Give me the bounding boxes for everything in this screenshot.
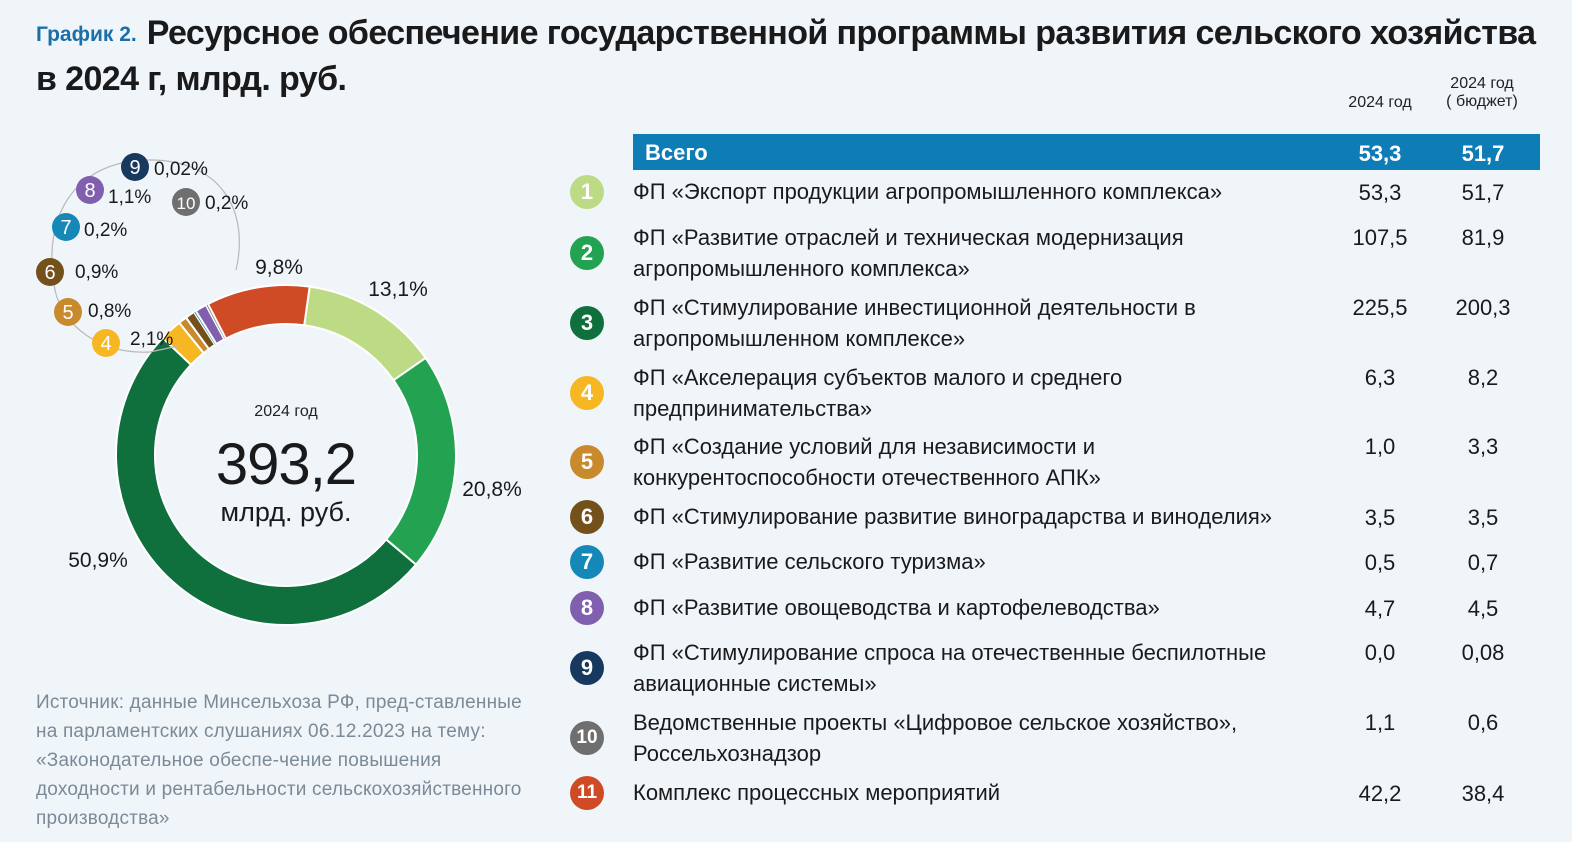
slice-number-text: 10 bbox=[177, 194, 196, 213]
row-budget-value: 3,5 bbox=[1467, 505, 1499, 530]
chart-title-text: Ресурсное обеспечение государственной пр… bbox=[36, 14, 1536, 98]
donut-slice-3 bbox=[115, 336, 418, 626]
donut-chart: 13,1% 20,8% 50,9% 9,8% 9 0,02% 8 1,1% 10 0,2% 7 0,2… bbox=[36, 153, 522, 626]
table-row: 2 ФП «Развитие отраслей и техническая мод… bbox=[565, 222, 1540, 284]
slice-percent-label: 9,8% bbox=[255, 256, 303, 279]
source-note: Источник: данные Минсельхоза РФ, пред-ст… bbox=[36, 692, 522, 829]
chart-number-label: График 2. bbox=[36, 23, 137, 46]
row-number-badge: 3 bbox=[570, 306, 604, 340]
slice-percent-label: 13,1% bbox=[368, 278, 428, 301]
table-row: 10 Ведомственные проекты «Цифровое сельск… bbox=[565, 707, 1540, 769]
table-row: 1 ФП «Экспорт продукции агропромышленного… bbox=[565, 174, 1540, 209]
donut-slice-11 bbox=[206, 284, 311, 340]
table-row: 5 ФП «Создание условий для независимости … bbox=[565, 431, 1540, 493]
chart-title: График 2. Ресурсное обеспечение государст… bbox=[36, 10, 1536, 102]
row-budget-value: 200,3 bbox=[1455, 295, 1511, 320]
row-label: ФП «Стимулирование спроса на отечественн… bbox=[633, 640, 1267, 696]
table-row: 7 ФП «Развитие сельского туризма» 0,5 0,7 bbox=[565, 544, 1540, 579]
row-2024-value: 3,5 bbox=[1364, 505, 1396, 530]
table-row: 3 ФП «Стимулирование инвестиционной деяте… bbox=[565, 292, 1540, 354]
row-budget-value: 0,7 bbox=[1467, 550, 1499, 575]
row-number-badge: 1 bbox=[570, 174, 604, 209]
slice-percent-label: 0,9% bbox=[75, 262, 118, 283]
row-number-badge: 10 bbox=[570, 721, 604, 755]
column-header-2024: 2024 год bbox=[1348, 94, 1412, 111]
row-number-badge: 5 bbox=[570, 445, 604, 479]
slice-number-text: 5 bbox=[62, 302, 73, 324]
row-budget-value: 8,2 bbox=[1467, 365, 1499, 390]
row-2024-value: 6,3 bbox=[1364, 365, 1396, 390]
slice-number-text: 7 bbox=[60, 217, 71, 239]
row-label: ФП «Экспорт продукции агропромышленного … bbox=[633, 179, 1223, 204]
callout-connector-line bbox=[51, 159, 240, 353]
slice-percent-label: 0,8% bbox=[88, 301, 131, 322]
row-budget-value: 51,7 bbox=[1461, 180, 1505, 205]
row-label: Комплекс процессных мероприятий bbox=[633, 780, 1001, 805]
table-row: 9 ФП «Стимулирование спроса на отечествен… bbox=[565, 637, 1540, 699]
row-budget-value: 38,4 bbox=[1461, 781, 1505, 806]
table-row: 8 ФП «Развитие овощеводства и картофелево… bbox=[565, 590, 1540, 625]
slice-number-badge bbox=[52, 213, 80, 241]
slice-percent-label: 0,2% bbox=[205, 193, 248, 214]
row-budget-value: 0,08 bbox=[1461, 640, 1505, 665]
row-label: ФП «Стимулирование развитие виноградарст… bbox=[633, 504, 1273, 529]
row-label: ФП «Развитие сельского туризма» bbox=[633, 549, 986, 574]
table-row: 4 ФП «Акселерация субъектов малого и сред… bbox=[565, 362, 1540, 424]
slice-percent-label: 1,1% bbox=[108, 187, 151, 208]
row-budget-value: 0,6 bbox=[1467, 710, 1499, 735]
row-label: ФП «Стимулирование инвестиционной деятел… bbox=[633, 295, 1196, 351]
slice-percent-label: 0,2% bbox=[84, 220, 127, 241]
center-unit-label: млрд. руб. bbox=[221, 497, 352, 527]
total-budget-value: 51,7 bbox=[1461, 141, 1505, 166]
row-number-badge: 4 bbox=[570, 376, 604, 410]
row-2024-value: 42,2 bbox=[1358, 781, 1402, 806]
slice-percent-label: 2,1% bbox=[130, 329, 173, 350]
center-year-label: 2024 год bbox=[254, 403, 318, 420]
slice-number-badge bbox=[172, 188, 200, 216]
row-number-badge: 2 bbox=[570, 236, 604, 270]
slice-number-badge bbox=[36, 258, 64, 286]
row-number-badge: 8 bbox=[570, 590, 604, 625]
row-2024-value: 0,0 bbox=[1364, 640, 1396, 665]
slice-percent-label: 0,02% bbox=[154, 159, 208, 180]
row-number-badge: 6 bbox=[570, 499, 604, 534]
row-2024-value: 107,5 bbox=[1352, 225, 1408, 250]
slice-number-badge bbox=[76, 176, 104, 204]
slice-number-text: 6 bbox=[44, 262, 55, 284]
row-label: ФП «Акселерация субъектов малого и средн… bbox=[633, 365, 1123, 421]
row-budget-value: 81,9 bbox=[1461, 225, 1505, 250]
donut-slice-2 bbox=[384, 356, 457, 566]
row-2024-value: 0,5 bbox=[1364, 550, 1396, 575]
row-2024-value: 4,7 bbox=[1364, 596, 1396, 621]
row-2024-value: 1,1 bbox=[1364, 710, 1396, 735]
slice-number-badge bbox=[54, 298, 82, 326]
slice-percent-label: 20,8% bbox=[462, 478, 522, 501]
slice-number-text: 4 bbox=[100, 333, 111, 355]
row-2024-value: 1,0 bbox=[1364, 434, 1396, 459]
total-row: Всего 53,3 51,7 bbox=[633, 134, 1540, 170]
row-2024-value: 225,5 bbox=[1352, 295, 1408, 320]
row-number-badge: 7 bbox=[570, 544, 604, 579]
table-row: 6 ФП «Стимулирование развитие виноградарс… bbox=[565, 499, 1540, 534]
row-number-badge: 9 bbox=[570, 651, 604, 685]
slice-number-badge bbox=[92, 329, 120, 357]
total-2024-value: 53,3 bbox=[1358, 141, 1402, 166]
center-total-value: 393,2 bbox=[216, 432, 356, 497]
slice-number-text: 9 bbox=[129, 157, 140, 179]
row-label: ФП «Создание условий для независимости и… bbox=[633, 434, 1101, 490]
row-number-badge: 11 bbox=[570, 775, 604, 810]
row-label: Ведомственные проекты «Цифровое сельское… bbox=[633, 710, 1238, 766]
total-label: Всего bbox=[645, 140, 708, 165]
table-row: 11 Комплекс процессных мероприятий 42,2 38,… bbox=[565, 775, 1540, 810]
row-budget-value: 4,5 bbox=[1467, 596, 1499, 621]
slice-number-text: 8 bbox=[84, 180, 95, 202]
row-2024-value: 53,3 bbox=[1358, 180, 1402, 205]
slice-percent-label: 50,9% bbox=[68, 549, 128, 572]
column-header-budget: 2024 год ( бюджет) bbox=[1446, 75, 1518, 110]
slice-number-badge bbox=[121, 153, 149, 181]
row-label: ФП «Развитие отраслей и техническая моде… bbox=[633, 225, 1184, 281]
row-label: ФП «Развитие овощеводства и картофелевод… bbox=[633, 595, 1160, 620]
row-budget-value: 3,3 bbox=[1467, 434, 1499, 459]
